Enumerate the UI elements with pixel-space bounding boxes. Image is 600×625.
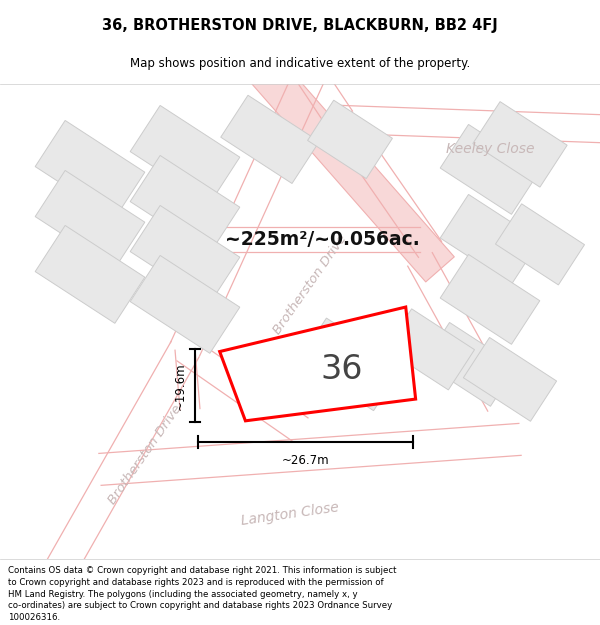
Polygon shape [440, 124, 540, 214]
Text: Map shows position and indicative extent of the property.: Map shows position and indicative extent… [130, 57, 470, 70]
Text: HM Land Registry. The polygons (including the associated geometry, namely x, y: HM Land Registry. The polygons (includin… [8, 589, 358, 599]
Polygon shape [424, 322, 517, 406]
Text: ~26.7m: ~26.7m [281, 454, 329, 467]
Text: ~225m²/~0.056ac.: ~225m²/~0.056ac. [225, 230, 420, 249]
Text: 36, BROTHERSTON DRIVE, BLACKBURN, BB2 4FJ: 36, BROTHERSTON DRIVE, BLACKBURN, BB2 4F… [102, 18, 498, 32]
Text: Keeley Close: Keeley Close [446, 142, 534, 156]
Text: 36: 36 [320, 353, 363, 386]
Polygon shape [440, 254, 540, 344]
Polygon shape [130, 256, 240, 353]
Text: ~19.6m: ~19.6m [173, 362, 187, 410]
Polygon shape [130, 206, 240, 303]
Text: Langton Close: Langton Close [240, 501, 340, 528]
Polygon shape [308, 100, 392, 179]
Polygon shape [246, 52, 454, 282]
Polygon shape [130, 156, 240, 253]
Text: Brotherston Drive: Brotherston Drive [271, 232, 349, 336]
Polygon shape [35, 121, 145, 218]
Text: 100026316.: 100026316. [8, 613, 60, 622]
Text: co-ordinates) are subject to Crown copyright and database rights 2023 Ordnance S: co-ordinates) are subject to Crown copyr… [8, 601, 392, 610]
Polygon shape [496, 204, 584, 285]
Text: Brotherston Drive: Brotherston Drive [106, 402, 184, 506]
Text: Contains OS data © Crown copyright and database right 2021. This information is : Contains OS data © Crown copyright and d… [8, 566, 397, 576]
Text: to Crown copyright and database rights 2023 and is reproduced with the permissio: to Crown copyright and database rights 2… [8, 578, 383, 587]
Polygon shape [35, 171, 145, 268]
Polygon shape [463, 338, 557, 421]
Polygon shape [220, 307, 416, 421]
Polygon shape [130, 106, 240, 203]
Polygon shape [221, 95, 319, 184]
Polygon shape [473, 102, 567, 187]
Polygon shape [385, 309, 475, 390]
Polygon shape [35, 226, 145, 323]
Polygon shape [298, 318, 402, 411]
Polygon shape [440, 194, 540, 284]
